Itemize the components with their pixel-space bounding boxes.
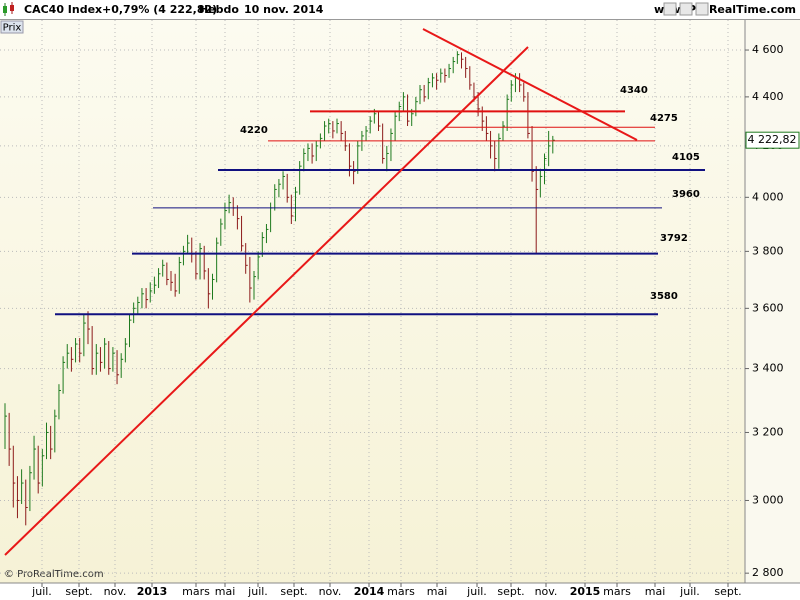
date-label: 10 nov. 2014 xyxy=(244,3,324,16)
y-tick-label: 4 000 xyxy=(752,190,784,203)
x-tick-label: juil. xyxy=(466,585,487,598)
x-tick-label: 2014 xyxy=(354,585,385,598)
plot-area xyxy=(0,20,745,583)
x-tick-label: juil. xyxy=(31,585,52,598)
series-tab xyxy=(0,20,24,34)
level-label: 4105 xyxy=(672,152,700,163)
price-tag-label: 4 222,82 xyxy=(748,133,797,146)
x-tick-label: mars xyxy=(387,585,415,598)
y-tick-label: 3 400 xyxy=(752,362,784,375)
x-tick-label: mai xyxy=(427,585,448,598)
x-tick-label: nov. xyxy=(319,585,342,598)
x-tick-label: juil. xyxy=(679,585,700,598)
chart-title: CAC40 Index xyxy=(24,3,102,16)
trend-line xyxy=(422,28,638,141)
level-label: 4275 xyxy=(650,113,678,124)
axis-area xyxy=(745,20,800,583)
x-tick-label: 2015 xyxy=(570,585,601,598)
x-tick-label: mars xyxy=(182,585,210,598)
y-tick-label: 4 400 xyxy=(752,90,784,103)
credit: © ProRealTime.com xyxy=(4,569,104,580)
x-tick-label: 2013 xyxy=(137,585,168,598)
y-tick-label: 2 800 xyxy=(752,566,784,579)
x-tick-label: nov. xyxy=(104,585,127,598)
trend-line xyxy=(4,46,529,556)
series-label: Prix xyxy=(3,23,22,34)
level-label: 3960 xyxy=(672,189,700,200)
period-label: Hebdo xyxy=(199,3,239,16)
header-icon xyxy=(3,2,14,16)
x-tick-label: juil. xyxy=(247,585,268,598)
close-icon[interactable] xyxy=(663,2,709,16)
change-label: +0,79% (4 222,82) xyxy=(102,3,217,16)
y-tick-label: 4 600 xyxy=(752,43,784,56)
level-label: 4340 xyxy=(620,85,648,96)
level-label: 4220 xyxy=(240,125,268,136)
x-tick-label: mai xyxy=(645,585,666,598)
x-tick-label: mai xyxy=(215,585,236,598)
level-label: 3580 xyxy=(650,291,678,302)
level-label: 3792 xyxy=(660,233,688,244)
x-tick-label: sept. xyxy=(714,585,741,598)
x-tick-label: sept. xyxy=(280,585,307,598)
y-tick-label: 3 600 xyxy=(752,301,784,314)
y-tick-label: 3 200 xyxy=(752,425,784,438)
x-tick-label: nov. xyxy=(535,585,558,598)
x-tick-label: sept. xyxy=(497,585,524,598)
x-tick-label: mars xyxy=(603,585,631,598)
x-tick-label: sept. xyxy=(65,585,92,598)
y-tick-label: 3 000 xyxy=(752,493,784,506)
y-tick-label: 3 800 xyxy=(752,244,784,257)
price-tag xyxy=(745,131,800,149)
